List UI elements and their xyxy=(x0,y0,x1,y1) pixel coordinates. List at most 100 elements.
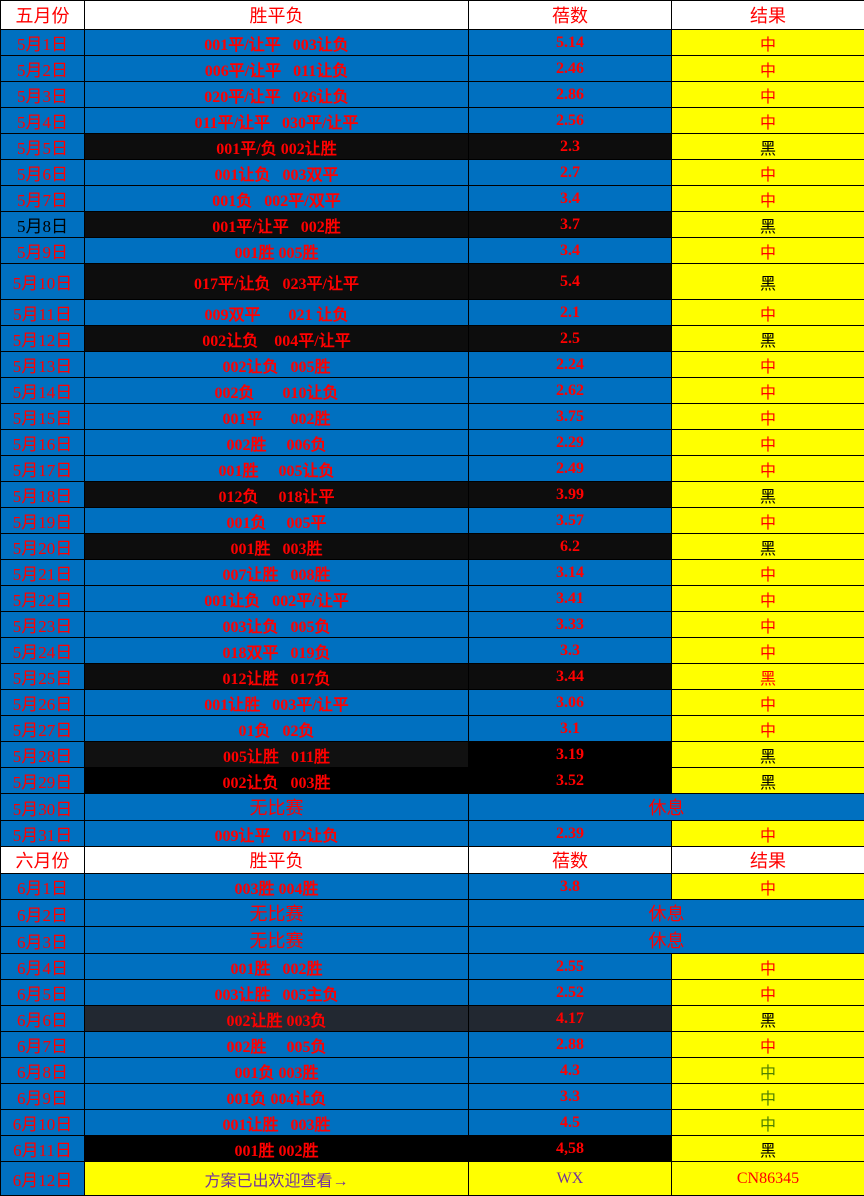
result-cell: 黑 xyxy=(672,1136,864,1162)
picks-cell: 002胜 005负 xyxy=(85,1032,469,1058)
picks-header: 胜平负 xyxy=(85,847,469,874)
odds-cell: 2.1 xyxy=(469,300,672,326)
odds-cell: 2.24 xyxy=(469,352,672,378)
picks-cell: 003让负 005负 xyxy=(85,612,469,638)
result-cell: 中 xyxy=(672,560,864,586)
odds-cell: 4,58 xyxy=(469,1136,672,1162)
result-cell: 中 xyxy=(672,404,864,430)
result-cell: 中 xyxy=(672,378,864,404)
picks-cell: 无比赛 xyxy=(85,900,469,927)
picks-cell: 002让负 004平/让平 xyxy=(85,326,469,352)
odds-cell: 2.46 xyxy=(469,56,672,82)
odds-cell: 3.14 xyxy=(469,560,672,586)
result-cell: 中 xyxy=(672,300,864,326)
result-cell: 中 xyxy=(672,612,864,638)
date-cell: 5月12日 xyxy=(1,326,85,352)
picks-cell: 003胜 004胜 xyxy=(85,874,469,900)
rest-cell: 休息 xyxy=(469,794,864,821)
result-cell: 黑 xyxy=(672,212,864,238)
picks-cell: 005让胜 011胜 xyxy=(85,742,469,768)
date-cell: 5月25日 xyxy=(1,664,85,690)
picks-cell: 001让胜 003平/让平 xyxy=(85,690,469,716)
odds-cell: 3.99 xyxy=(469,482,672,508)
date-cell: 5月14日 xyxy=(1,378,85,404)
result-cell: 黑 xyxy=(672,264,864,300)
picks-cell: 012让胜 017负 xyxy=(85,664,469,690)
result-cell: 中 xyxy=(672,82,864,108)
date-cell: 5月6日 xyxy=(1,160,85,186)
odds-cell: 2.62 xyxy=(469,378,672,404)
picks-cell: 001平/负 002让胜 xyxy=(85,134,469,160)
picks-cell: 012负 018让平 xyxy=(85,482,469,508)
odds-cell: 2.52 xyxy=(469,980,672,1006)
result-cell: 黑 xyxy=(672,534,864,560)
date-cell: 5月26日 xyxy=(1,690,85,716)
odds-cell: 3.41 xyxy=(469,586,672,612)
result-cell: 中 xyxy=(672,954,864,980)
odds-cell: 3.8 xyxy=(469,874,672,900)
result-cell: 中 xyxy=(672,56,864,82)
result-cell: 中 xyxy=(672,1058,864,1084)
date-cell: 5月11日 xyxy=(1,300,85,326)
odds-cell: 2.39 xyxy=(469,821,672,847)
result-header: 结果 xyxy=(672,1,864,30)
picks-cell: 001负 005平 xyxy=(85,508,469,534)
result-cell: 中 xyxy=(672,238,864,264)
odds-cell: 3.06 xyxy=(469,690,672,716)
result-header: 结果 xyxy=(672,847,864,874)
result-cell: 中 xyxy=(672,821,864,847)
picks-cell: 无比赛 xyxy=(85,794,469,821)
picks-cell: 009双平 021 让负 xyxy=(85,300,469,326)
odds-cell: 3.33 xyxy=(469,612,672,638)
month-header: 五月份 xyxy=(1,1,85,30)
result-cell: 中 xyxy=(672,1110,864,1136)
picks-cell: 无比赛 xyxy=(85,927,469,954)
date-cell: 5月17日 xyxy=(1,456,85,482)
date-cell: 5月2日 xyxy=(1,56,85,82)
picks-cell: 002负 010让负 xyxy=(85,378,469,404)
result-cell: 中 xyxy=(672,1032,864,1058)
picks-cell: 001让胜 003胜 xyxy=(85,1110,469,1136)
picks-cell: 001胜 002胜 xyxy=(85,1136,469,1162)
odds-cell: 4.5 xyxy=(469,1110,672,1136)
wx-label: WX xyxy=(469,1162,672,1196)
date-cell: 5月1日 xyxy=(1,30,85,56)
table-row: 5月30日无比赛休息 xyxy=(1,794,864,821)
date-cell: 6月10日 xyxy=(1,1110,85,1136)
odds-cell: 6.2 xyxy=(469,534,672,560)
date-cell: 5月9日 xyxy=(1,238,85,264)
odds-cell: 2.5 xyxy=(469,326,672,352)
date-cell: 5月31日 xyxy=(1,821,85,847)
date-cell: 6月8日 xyxy=(1,1058,85,1084)
odds-header: 蓓数 xyxy=(469,1,672,30)
picks-cell: 001平/让平 002胜 xyxy=(85,212,469,238)
result-cell: 黑 xyxy=(672,326,864,352)
odds-cell: 5.4 xyxy=(469,264,672,300)
month-header: 六月份 xyxy=(1,847,85,874)
result-cell: 中 xyxy=(672,456,864,482)
odds-cell: 2.56 xyxy=(469,108,672,134)
odds-cell: 3.4 xyxy=(469,186,672,212)
odds-cell: 2.29 xyxy=(469,430,672,456)
date-cell: 5月5日 xyxy=(1,134,85,160)
odds-cell: 3.1 xyxy=(469,716,672,742)
header-row: 五月份胜平负蓓数结果 xyxy=(1,1,864,30)
picks-cell: 001负 004让负 xyxy=(85,1084,469,1110)
odds-cell: 2.86 xyxy=(469,82,672,108)
date-cell: 5月19日 xyxy=(1,508,85,534)
